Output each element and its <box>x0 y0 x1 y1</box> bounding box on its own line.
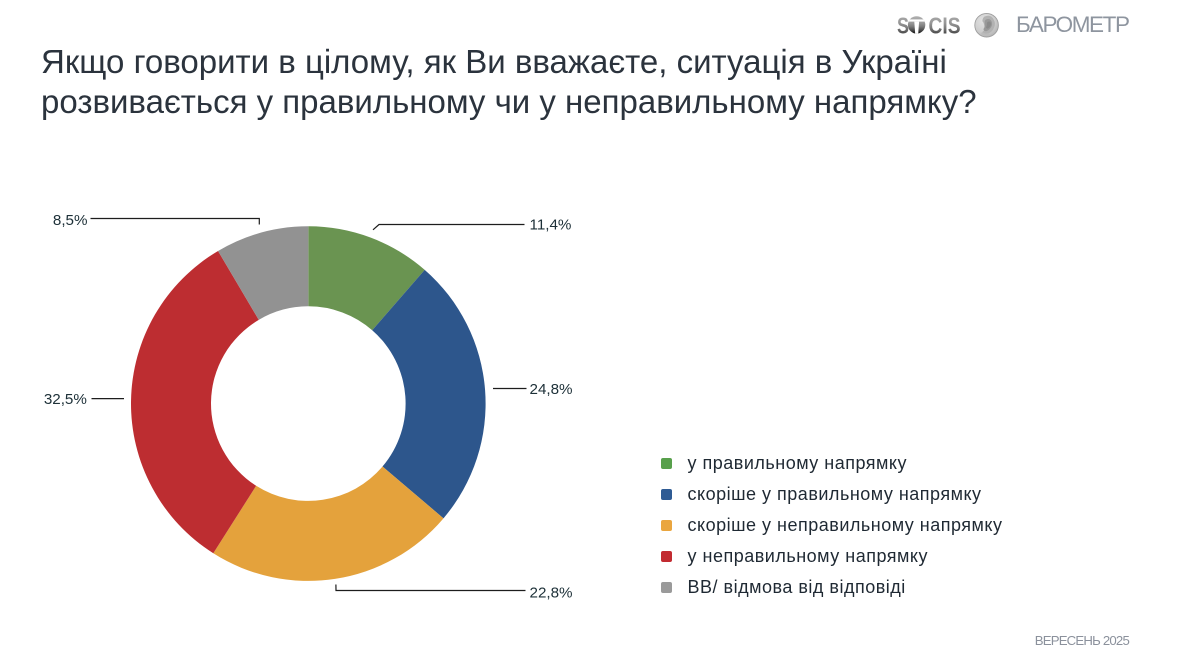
svg-text:CIS: CIS <box>929 13 961 39</box>
svg-text:11,4%: 11,4% <box>530 217 572 234</box>
svg-text:8,5%: 8,5% <box>53 212 88 229</box>
svg-text:22,8%: 22,8% <box>530 584 573 601</box>
svg-text:24,8%: 24,8% <box>530 381 573 398</box>
svg-text:S: S <box>897 13 909 39</box>
svg-text:32,5%: 32,5% <box>44 391 87 408</box>
